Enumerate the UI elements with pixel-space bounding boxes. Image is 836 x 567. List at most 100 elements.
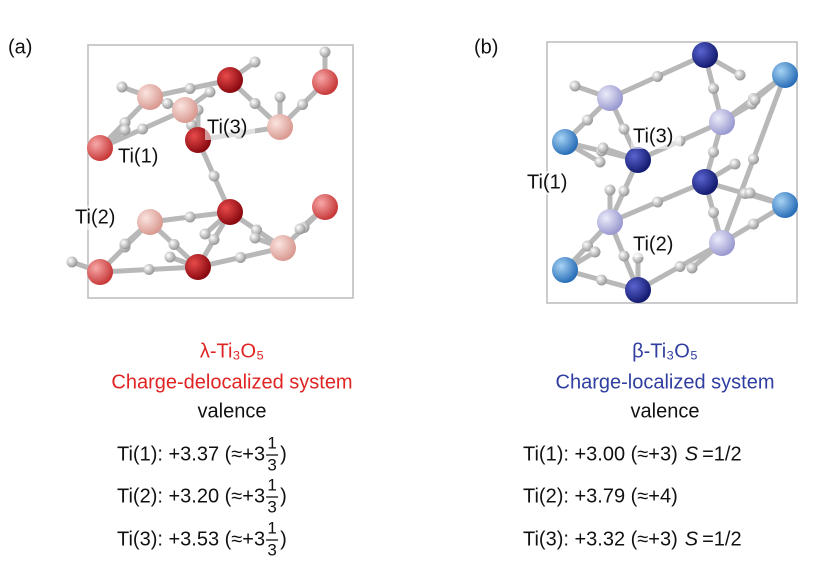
titanium-atom	[772, 62, 798, 88]
structures	[67, 42, 799, 303]
oxygen-atom	[708, 207, 719, 218]
oxygen-atom	[275, 92, 286, 103]
oxygen-atom	[590, 247, 601, 258]
compound-title: β-Ti₃O₅	[632, 340, 698, 362]
closing-paren: )	[280, 528, 287, 550]
titanium-atom	[709, 109, 735, 135]
valence-heading: valence	[198, 400, 267, 422]
oxygen-atom	[200, 229, 211, 240]
titanium-atom	[312, 69, 338, 95]
titanium-atom	[185, 254, 211, 280]
titanium-atom	[312, 194, 338, 220]
figure: (a) Ti(1) Ti(2) Ti(3) λ-Ti₃O₅ Charge-delocali…	[0, 0, 836, 562]
fraction-numerator: 1	[267, 518, 276, 537]
valence-line: Ti(1): +3.00 (≈+3)	[523, 443, 678, 465]
oxygen-atom	[745, 188, 756, 199]
titanium-atom	[625, 277, 651, 303]
compound-title: λ-Ti₃O₅	[200, 340, 264, 362]
titanium-atom	[267, 114, 293, 140]
oxygen-atom	[675, 261, 686, 272]
oxygen-atom	[320, 47, 331, 58]
oxygen-atom	[605, 185, 616, 196]
valence-line: Ti(3): +3.32 (≈+3)	[523, 528, 678, 550]
oxygen-atom	[595, 157, 606, 168]
oxygen-atom	[165, 252, 176, 263]
valence-line: Ti(3): +3.53 (≈+3	[117, 528, 265, 550]
titanium-atom	[87, 259, 113, 285]
site-label: Ti(2)	[75, 206, 115, 228]
closing-paren: )	[280, 443, 287, 465]
titanium-atom	[552, 257, 578, 283]
oxygen-atom	[120, 125, 131, 136]
oxygen-atom	[750, 95, 761, 106]
oxygen-atom	[748, 219, 759, 230]
titanium-atom	[217, 199, 243, 225]
titanium-atom	[709, 230, 735, 256]
site-label: Ti(2)	[633, 233, 673, 255]
oxygen-atom	[619, 251, 630, 262]
oxygen-atom	[748, 154, 759, 165]
unit-cell	[547, 42, 797, 303]
oxygen-atom	[297, 99, 308, 110]
fraction-denominator: 3	[267, 455, 276, 474]
valence-line: Ti(2): +3.20 (≈+3	[117, 485, 265, 507]
system-type: Charge-localized system	[556, 371, 775, 393]
oxygen-atom	[250, 98, 261, 109]
site-label: Ti(1)	[118, 145, 158, 167]
system-type: Charge-delocalized system	[111, 371, 352, 393]
titanium-atom	[625, 147, 651, 173]
titanium-atom	[217, 67, 243, 93]
oxygen-atom	[205, 87, 216, 98]
site-label: Ti(3)	[633, 125, 673, 147]
valence-line: Ti(2): +3.79 (≈+4)	[523, 485, 678, 507]
spin-symbol: S	[685, 443, 699, 465]
oxygen-atom	[596, 275, 607, 286]
site-label: Ti(3)	[207, 116, 247, 138]
oxygen-atom	[619, 124, 630, 135]
titanium-atom	[172, 97, 198, 123]
titanium-atom	[597, 85, 623, 111]
titanium-atom	[87, 135, 113, 161]
oxygen-atom	[117, 82, 128, 93]
oxygen-atom	[235, 252, 246, 263]
oxygen-atom	[250, 233, 261, 244]
oxygen-atom	[295, 224, 306, 235]
oxygen-atom	[185, 83, 196, 94]
titanium-atom	[137, 84, 163, 110]
titanium-atom	[597, 209, 623, 235]
panel-tag: (a)	[8, 36, 32, 58]
panel-tag: (b)	[474, 36, 498, 58]
fraction-numerator: 1	[267, 433, 276, 452]
fraction-numerator: 1	[267, 475, 276, 494]
closing-paren: )	[280, 485, 287, 507]
oxygen-atom	[708, 147, 719, 158]
oxygen-atom	[162, 98, 173, 109]
titanium-atom	[772, 192, 798, 218]
fraction-denominator: 3	[267, 497, 276, 516]
oxygen-atom	[209, 171, 220, 182]
oxygen-atom	[120, 239, 131, 250]
oxygen-atom	[652, 197, 663, 208]
fraction-denominator: 3	[267, 540, 276, 559]
oxygen-atom	[598, 143, 609, 154]
oxygen-atom	[169, 239, 180, 250]
oxygen-atom	[137, 124, 148, 135]
valence-line: Ti(1): +3.37 (≈+3	[117, 443, 265, 465]
oxygen-atom	[735, 70, 746, 81]
spin-value: =1/2	[702, 528, 741, 550]
oxygen-atom	[730, 159, 741, 170]
spin-symbol: S	[685, 528, 699, 550]
oxygen-atom	[708, 83, 719, 94]
oxygen-atom	[652, 71, 663, 82]
titanium-atom	[692, 42, 718, 68]
site-label: Ti(1)	[527, 171, 567, 193]
titanium-atom	[137, 209, 163, 235]
oxygen-atom	[250, 57, 261, 68]
titanium-atom	[692, 169, 718, 195]
oxygen-atom	[67, 257, 78, 268]
oxygen-atom	[619, 186, 630, 197]
oxygen-atom	[582, 115, 593, 126]
oxygen-atom	[570, 81, 581, 92]
oxygen-atom	[144, 264, 155, 275]
valence-heading: valence	[631, 400, 700, 422]
